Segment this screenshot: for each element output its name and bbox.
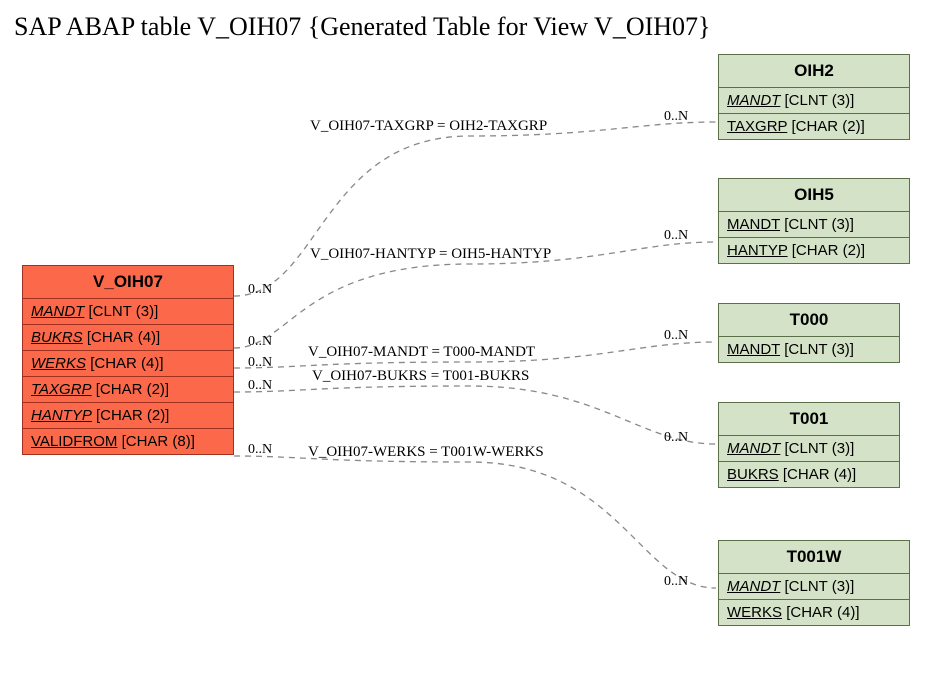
field-type: [CHAR (8)]	[122, 433, 195, 450]
entity-oih2: OIH2MANDT [CLNT (3)]TAXGRP [CHAR (2)]	[718, 54, 910, 140]
field-type: [CLNT (3)]	[89, 303, 159, 320]
field-name: BUKRS	[31, 329, 83, 346]
field-type: [CLNT (3)]	[785, 578, 855, 595]
entity-header: OIH5	[719, 179, 909, 211]
field-type: [CLNT (3)]	[784, 216, 854, 233]
cardinality-right: 0..N	[664, 574, 688, 590]
entity-field: WERKS [CHAR (4)]	[23, 350, 233, 376]
entity-t000: T000MANDT [CLNT (3)]	[718, 303, 900, 363]
field-type: [CHAR (2)]	[96, 407, 169, 424]
entity-field: MANDT [CLNT (3)]	[719, 87, 909, 113]
entity-field: VALIDFROM [CHAR (8)]	[23, 428, 233, 454]
entity-field: MANDT [CLNT (3)]	[719, 336, 899, 362]
field-name: MANDT	[727, 216, 780, 233]
entity-t001: T001MANDT [CLNT (3)]BUKRS [CHAR (4)]	[718, 402, 900, 488]
entity-field: TAXGRP [CHAR (2)]	[719, 113, 909, 139]
entity-field: BUKRS [CHAR (4)]	[719, 461, 899, 487]
cardinality-right: 0..N	[664, 430, 688, 446]
entity-field: HANTYP [CHAR (2)]	[719, 237, 909, 263]
field-name: MANDT	[31, 303, 84, 320]
field-type: [CHAR (4)]	[783, 466, 856, 483]
field-name: WERKS	[31, 355, 86, 372]
field-name: TAXGRP	[727, 118, 787, 135]
cardinality-left: 0..N	[248, 378, 272, 394]
field-name: HANTYP	[727, 242, 788, 259]
entity-header: T001	[719, 403, 899, 435]
field-type: [CLNT (3)]	[785, 440, 855, 457]
entity-field: MANDT [CLNT (3)]	[719, 211, 909, 237]
relation-label: V_OIH07-WERKS = T001W-WERKS	[308, 444, 544, 461]
cardinality-left: 0..N	[248, 282, 272, 298]
entity-field: BUKRS [CHAR (4)]	[23, 324, 233, 350]
entity-field: MANDT [CLNT (3)]	[719, 435, 899, 461]
entity-field: MANDT [CLNT (3)]	[719, 573, 909, 599]
field-name: MANDT	[727, 440, 780, 457]
field-name: BUKRS	[727, 466, 779, 483]
entity-field: WERKS [CHAR (4)]	[719, 599, 909, 625]
entity-field: HANTYP [CHAR (2)]	[23, 402, 233, 428]
cardinality-left: 0..N	[248, 334, 272, 350]
field-name: VALIDFROM	[31, 433, 117, 450]
entity-v_oih07: V_OIH07MANDT [CLNT (3)]BUKRS [CHAR (4)]W…	[22, 265, 234, 455]
field-name: MANDT	[727, 341, 780, 358]
field-type: [CLNT (3)]	[785, 92, 855, 109]
cardinality-right: 0..N	[664, 228, 688, 244]
cardinality-right: 0..N	[664, 328, 688, 344]
relation-label: V_OIH07-HANTYP = OIH5-HANTYP	[310, 246, 551, 263]
entity-field: TAXGRP [CHAR (2)]	[23, 376, 233, 402]
field-type: [CHAR (2)]	[96, 381, 169, 398]
relation-label: V_OIH07-BUKRS = T001-BUKRS	[312, 368, 529, 385]
cardinality-right: 0..N	[664, 109, 688, 125]
entity-field: MANDT [CLNT (3)]	[23, 298, 233, 324]
field-type: [CLNT (3)]	[784, 341, 854, 358]
field-type: [CHAR (4)]	[786, 604, 859, 621]
field-name: HANTYP	[31, 407, 92, 424]
field-type: [CHAR (2)]	[792, 242, 865, 259]
field-name: TAXGRP	[31, 381, 92, 398]
cardinality-left: 0..N	[248, 442, 272, 458]
diagram-title: SAP ABAP table V_OIH07 {Generated Table …	[14, 12, 711, 42]
field-type: [CHAR (4)]	[87, 329, 160, 346]
relation-label: V_OIH07-MANDT = T000-MANDT	[308, 344, 535, 361]
field-type: [CHAR (2)]	[791, 118, 864, 135]
field-name: MANDT	[727, 92, 780, 109]
entity-header: V_OIH07	[23, 266, 233, 298]
entity-oih5: OIH5MANDT [CLNT (3)]HANTYP [CHAR (2)]	[718, 178, 910, 264]
entity-header: T001W	[719, 541, 909, 573]
entity-header: OIH2	[719, 55, 909, 87]
field-type: [CHAR (4)]	[90, 355, 163, 372]
entity-t001w: T001WMANDT [CLNT (3)]WERKS [CHAR (4)]	[718, 540, 910, 626]
cardinality-left: 0..N	[248, 355, 272, 371]
relation-label: V_OIH07-TAXGRP = OIH2-TAXGRP	[310, 118, 547, 135]
field-name: MANDT	[727, 578, 780, 595]
field-name: WERKS	[727, 604, 782, 621]
entity-header: T000	[719, 304, 899, 336]
